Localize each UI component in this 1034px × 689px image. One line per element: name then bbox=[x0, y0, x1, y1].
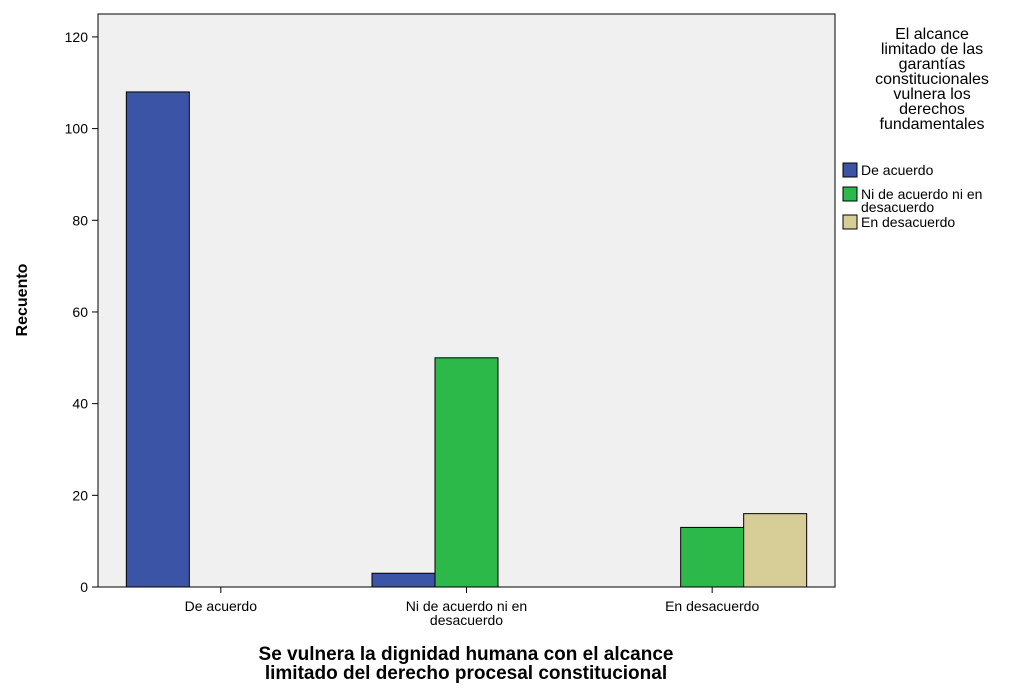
bar bbox=[125, 91, 190, 588]
x-tick-label: De acuerdo bbox=[185, 598, 258, 614]
y-tick-label: 0 bbox=[80, 579, 88, 595]
y-tick-label: 100 bbox=[65, 121, 89, 137]
y-tick-label: 40 bbox=[72, 396, 88, 412]
legend-title-line: vulnera los bbox=[893, 86, 970, 103]
legend-label: desacuerdo bbox=[861, 199, 934, 215]
legend-swatch bbox=[842, 214, 858, 230]
y-axis-label: Recuento bbox=[14, 263, 31, 336]
legend-title-line: constitucionales bbox=[875, 71, 989, 88]
x-axis-title-line: Se vulnera la dignidad humana con el alc… bbox=[259, 644, 674, 665]
x-axis-title-line: limitado del derecho procesal constituci… bbox=[265, 663, 667, 684]
legend-title-line: El alcance bbox=[895, 26, 969, 43]
y-tick-label: 80 bbox=[72, 212, 88, 228]
x-axis-label: Se vulnera la dignidad humana con el alc… bbox=[259, 644, 674, 684]
legend-swatch bbox=[842, 162, 858, 178]
x-tick-label: desacuerdo bbox=[430, 612, 503, 628]
y-tick-label: 120 bbox=[65, 29, 89, 45]
bar bbox=[680, 526, 745, 588]
y-tick-label: 60 bbox=[72, 304, 88, 320]
legend-title-line: garantías bbox=[899, 56, 966, 73]
legend-label: De acuerdo bbox=[861, 162, 934, 178]
y-axis: 0 20 40 60 80 100 120 bbox=[65, 29, 98, 595]
legend-label: En desacuerdo bbox=[861, 214, 955, 230]
x-tick-label: Ni de acuerdo ni en bbox=[406, 598, 527, 614]
y-tick-label: 20 bbox=[72, 487, 88, 503]
legend-swatch bbox=[842, 186, 858, 202]
legend-label: Ni de acuerdo ni en bbox=[861, 186, 982, 202]
bar bbox=[434, 357, 499, 588]
legend-title-line: limitado de las bbox=[881, 41, 983, 58]
bar bbox=[371, 572, 436, 588]
x-tick-label: En desacuerdo bbox=[665, 598, 759, 614]
legend-title-line: fundamentales bbox=[880, 116, 985, 133]
bar bbox=[743, 513, 808, 588]
legend-title-line: derechos bbox=[899, 101, 965, 118]
